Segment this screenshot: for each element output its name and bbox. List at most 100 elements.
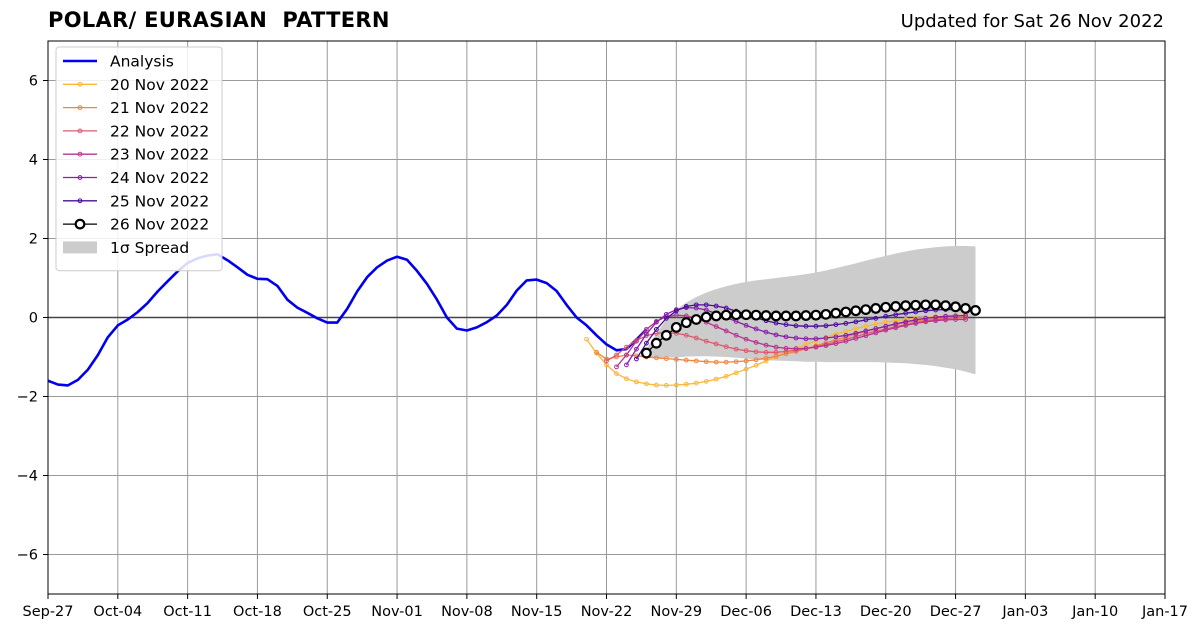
forecast-point <box>634 356 639 362</box>
legend-entry: 24 Nov 2022 <box>63 169 209 187</box>
legend-entry: 25 Nov 2022 <box>63 192 209 210</box>
series-0 <box>48 253 648 387</box>
forecast-point <box>683 357 689 363</box>
x-tick-label: Dec-20 <box>860 604 912 620</box>
legend-label: 21 Nov 2022 <box>110 99 209 117</box>
latest-point <box>680 317 692 329</box>
y-tick-label: −4 <box>17 469 38 485</box>
series-layer <box>48 253 981 388</box>
x-tick-label: Jan-10 <box>1071 604 1118 620</box>
legend-entry: 20 Nov 2022 <box>63 76 209 94</box>
latest-point <box>880 301 892 313</box>
forecast-point <box>713 359 719 365</box>
forecast-point <box>723 344 729 350</box>
legend-swatch-marker <box>77 81 83 87</box>
forecast-point <box>703 338 709 344</box>
forecast-point <box>763 349 769 355</box>
legend-entry: 1σ Spread <box>63 239 189 257</box>
x-tick-label: Dec-13 <box>790 604 842 620</box>
forecast-point <box>823 335 829 341</box>
forecast-point <box>813 323 819 329</box>
forecast-point <box>634 379 639 385</box>
forecast-point <box>693 305 699 311</box>
legend-label: 25 Nov 2022 <box>110 192 209 210</box>
latest-point <box>720 309 732 321</box>
forecast-point <box>733 359 739 365</box>
forecast-point <box>643 326 649 332</box>
y-tick-label: 4 <box>29 153 38 169</box>
forecast-point <box>614 352 619 358</box>
forecast-point <box>673 356 679 362</box>
forecast-point <box>614 364 619 370</box>
latest-point <box>940 300 951 312</box>
forecast-point <box>963 315 968 320</box>
forecast-point <box>653 382 659 388</box>
latest-point <box>690 314 702 325</box>
latest-point <box>860 304 872 316</box>
forecast-point <box>673 308 679 314</box>
forecast-point <box>693 302 699 308</box>
x-tick-label: Jan-03 <box>1001 604 1048 620</box>
analysis-line <box>48 253 648 387</box>
forecast-point <box>763 329 769 335</box>
legend-entry: Analysis <box>63 53 174 71</box>
forecast-point <box>693 335 699 341</box>
x-tick-label: Nov-29 <box>651 604 703 620</box>
forecast-point <box>793 335 799 341</box>
forecast-point <box>653 355 659 361</box>
forecast-point <box>653 326 659 332</box>
legend-label: 20 Nov 2022 <box>110 76 209 94</box>
latest-point <box>800 310 812 321</box>
forecast-point <box>713 376 719 382</box>
forecast-point <box>723 328 729 334</box>
forecast-point <box>753 349 759 355</box>
forecast-point <box>893 312 899 318</box>
forecast-point <box>753 339 759 345</box>
forecast-point <box>883 313 889 319</box>
forecast-point <box>783 345 789 351</box>
chart-title: POLAR/ EURASIAN PATTERN <box>48 8 390 32</box>
x-tick-label: Nov-22 <box>581 604 633 620</box>
forecast-point <box>743 358 749 364</box>
forecast-point <box>853 319 859 325</box>
legend-swatch-spread <box>63 241 97 254</box>
forecast-point <box>663 315 669 321</box>
forecast-point <box>833 322 839 328</box>
forecast-point <box>903 319 909 325</box>
latest-point <box>850 305 862 317</box>
legend-entry: 26 Nov 2022 <box>63 216 209 234</box>
forecast-point <box>843 321 849 326</box>
latest-point <box>830 307 842 319</box>
forecast-point <box>753 362 759 368</box>
forecast-point <box>753 326 759 332</box>
latest-point <box>740 309 752 321</box>
latest-point <box>780 310 792 322</box>
x-tick-label: Nov-08 <box>441 604 493 620</box>
forecast-point <box>713 324 719 329</box>
legend-label: 23 Nov 2022 <box>110 146 209 164</box>
x-tick-label: Oct-18 <box>233 604 282 620</box>
legend-entry: 23 Nov 2022 <box>63 146 209 164</box>
forecast-point <box>643 340 649 346</box>
latest-point <box>710 310 722 322</box>
legend-swatch-marker <box>77 151 83 157</box>
forecast-point <box>663 383 669 388</box>
forecast-point <box>604 358 609 364</box>
forecast-point <box>634 346 639 352</box>
legend-swatch-marker <box>77 128 83 134</box>
latest-point <box>750 309 762 321</box>
forecast-point <box>743 348 749 354</box>
forecast-point <box>903 310 909 316</box>
forecast-point <box>683 332 689 338</box>
legend: Analysis 20 Nov 2022 21 Nov 2022 22 Nov 202… <box>55 46 223 272</box>
x-tick-label: Oct-11 <box>163 604 212 620</box>
forecast-point <box>683 381 689 387</box>
forecast-point <box>873 315 879 321</box>
forecast-point <box>763 342 769 348</box>
forecast-point <box>594 349 599 355</box>
forecast-point <box>863 317 869 323</box>
forecast-point <box>643 331 649 337</box>
forecast-point <box>893 321 899 327</box>
forecast-point <box>673 382 679 388</box>
